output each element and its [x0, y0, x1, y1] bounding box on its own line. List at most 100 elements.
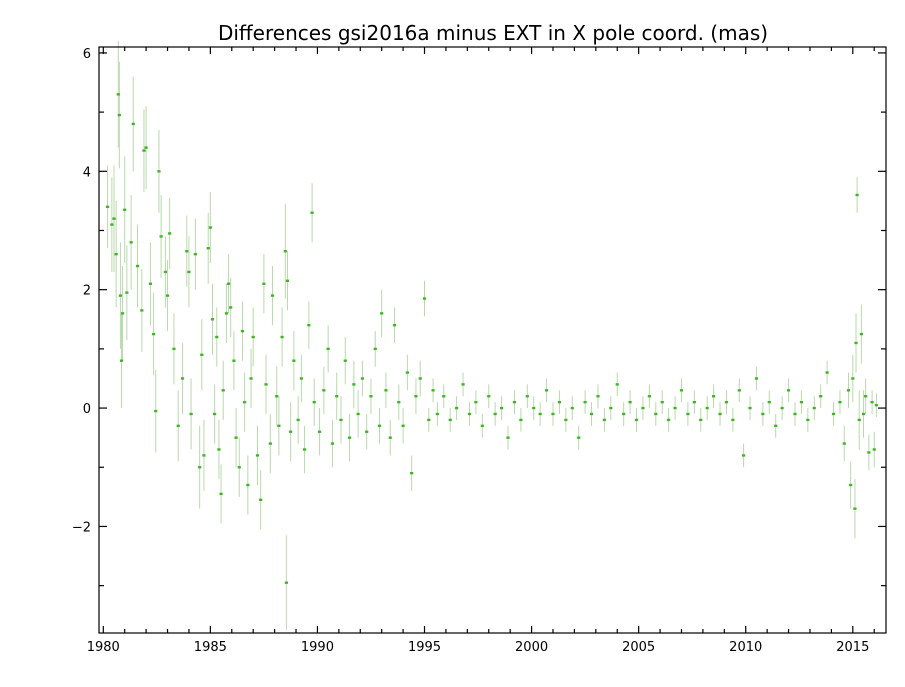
data-point	[131, 122, 135, 126]
data-point	[114, 252, 118, 256]
data-point	[806, 418, 810, 422]
data-point	[641, 406, 645, 410]
data-point	[322, 389, 326, 392]
data-point	[448, 418, 452, 422]
data-point	[310, 211, 314, 214]
data-point	[570, 406, 574, 410]
data-point	[767, 400, 771, 404]
data-point	[243, 400, 247, 404]
data-point	[335, 395, 339, 398]
data-point	[414, 395, 418, 398]
data-point	[480, 424, 484, 428]
data-point	[116, 93, 120, 96]
data-point	[673, 406, 677, 410]
data-point	[846, 389, 851, 392]
data-point	[125, 291, 129, 294]
data-point	[853, 507, 857, 510]
data-point	[602, 418, 606, 422]
data-point	[872, 448, 876, 451]
data-point	[246, 483, 250, 487]
data-point	[431, 389, 435, 392]
data-point	[268, 442, 272, 445]
y-tick-label: 4	[83, 165, 91, 180]
data-point	[234, 436, 238, 439]
data-point	[874, 403, 878, 407]
error-bar-group	[107, 41, 877, 631]
data-point	[284, 581, 288, 584]
data-point	[237, 466, 241, 469]
data-point	[356, 412, 360, 416]
x-tick-label: 2015	[836, 640, 869, 655]
data-point	[343, 359, 347, 362]
data-point	[208, 226, 212, 229]
data-point	[105, 205, 110, 209]
data-point	[142, 149, 146, 152]
data-point	[519, 418, 523, 422]
data-point	[347, 436, 352, 439]
data-point	[262, 282, 266, 285]
x-tick-label: 1990	[301, 640, 334, 655]
data-point	[163, 270, 167, 274]
data-point	[731, 418, 735, 422]
x-tick-label: 2000	[515, 640, 548, 655]
data-point	[418, 377, 422, 380]
data-point	[692, 400, 696, 404]
data-point	[596, 395, 600, 398]
data-point	[551, 412, 555, 416]
data-point	[410, 471, 414, 475]
data-point	[780, 406, 784, 410]
data-point	[467, 412, 472, 416]
data-point	[251, 335, 255, 339]
data-point	[217, 448, 221, 451]
y-tick-label: 6	[83, 47, 91, 62]
data-point	[384, 389, 388, 392]
data-point	[210, 318, 215, 321]
data-point	[388, 436, 392, 439]
data-point	[226, 282, 231, 285]
data-point	[538, 412, 542, 416]
data-point	[360, 377, 365, 380]
data-point	[405, 371, 409, 374]
data-point	[270, 294, 275, 297]
data-point	[532, 406, 536, 410]
data-point	[737, 389, 741, 392]
data-point	[187, 270, 191, 274]
data-point	[118, 294, 123, 297]
data-point	[380, 312, 384, 315]
data-point	[373, 347, 377, 351]
data-point	[851, 377, 855, 380]
data-point	[152, 332, 156, 336]
data-point	[427, 418, 431, 422]
data-point	[339, 418, 343, 422]
data-point	[224, 312, 229, 315]
data-point	[422, 297, 427, 300]
chart-title: Differences gsi2016a minus EXT in X pole…	[218, 21, 768, 45]
data-point	[299, 377, 303, 380]
data-point	[819, 395, 823, 398]
data-point	[442, 395, 446, 398]
data-point	[667, 418, 671, 422]
data-point	[326, 347, 330, 351]
data-point	[525, 395, 529, 398]
data-point	[117, 113, 121, 117]
data-point	[628, 400, 632, 404]
data-point	[129, 241, 133, 244]
data-point	[812, 406, 816, 410]
data-point	[474, 400, 478, 404]
data-point	[312, 400, 316, 404]
data-point	[148, 282, 152, 285]
data-point	[842, 442, 846, 445]
data-point	[654, 412, 658, 416]
data-point	[686, 412, 690, 416]
data-point	[123, 208, 127, 211]
data-point	[200, 353, 204, 356]
data-point	[277, 424, 281, 428]
data-point	[857, 418, 861, 422]
data-point	[296, 418, 300, 422]
data-point	[397, 400, 401, 404]
data-point	[135, 264, 140, 268]
data-point	[255, 454, 260, 457]
data-point	[307, 324, 311, 327]
x-tick-label: 1980	[87, 640, 120, 655]
data-point	[330, 442, 335, 445]
